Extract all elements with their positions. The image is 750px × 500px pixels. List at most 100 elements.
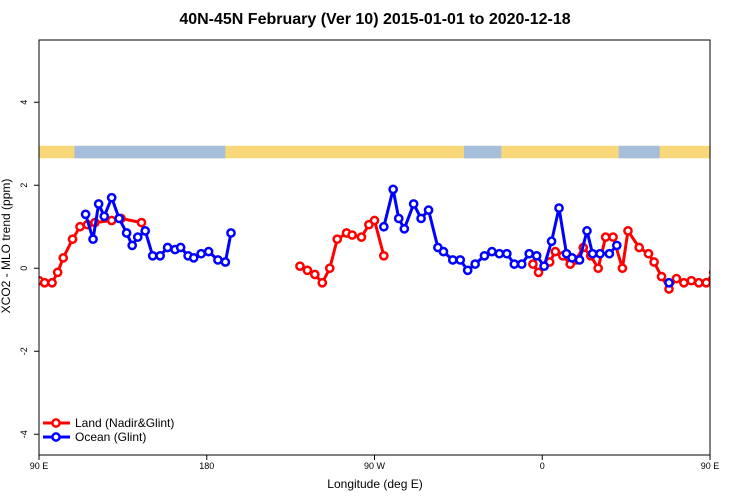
- y-axis: -4 -2 0 2 4: [19, 100, 39, 438]
- legend-marker-ocean: [51, 432, 61, 442]
- land-data-point: [533, 267, 544, 278]
- ocean-data-point: [88, 234, 98, 245]
- ocean-data-point: [99, 211, 110, 222]
- land-data-point: [75, 221, 85, 232]
- ocean-data-point: [93, 199, 104, 209]
- land-data-point: [39, 277, 50, 288]
- land-data-point: [608, 232, 618, 242]
- ocean-data-point: [220, 257, 231, 267]
- ocean-data-point: [114, 213, 124, 224]
- land-data-point: [550, 246, 561, 257]
- y-tick-label: 0: [19, 266, 29, 271]
- land-data-point: [708, 269, 710, 276]
- land-data-point: [332, 234, 343, 245]
- ocean-data-point: [611, 240, 622, 251]
- ocean-data-point: [203, 246, 214, 257]
- ocean-data-point: [567, 253, 577, 263]
- land-data-point: [732, 223, 739, 230]
- ocean-band-segment: [618, 145, 660, 159]
- ocean-data-point: [470, 259, 480, 269]
- y-tick-label: 4: [19, 100, 29, 105]
- x-tick-label: 90 W: [364, 461, 386, 471]
- land-data-point: [310, 269, 320, 280]
- ocean-data-point: [423, 205, 434, 215]
- y-tick-label: -4: [19, 430, 29, 438]
- ocean-band-segment: [74, 145, 226, 159]
- ocean-data-point: [226, 228, 236, 238]
- ocean-data-point: [524, 248, 535, 259]
- land-data-point: [52, 267, 63, 278]
- ocean-data-point: [393, 213, 404, 224]
- ocean-data-point: [132, 232, 143, 242]
- ocean-data-point: [127, 240, 138, 251]
- ocean-data-point: [587, 248, 598, 259]
- ocean-data-point: [80, 209, 91, 220]
- ocean-data-point: [106, 192, 117, 203]
- ocean-data-point: [399, 223, 410, 234]
- land-data-point: [623, 226, 633, 236]
- ocean-data-point: [140, 226, 151, 236]
- land-data-point: [295, 261, 305, 272]
- legend-label-ocean: Ocean (Glint): [75, 430, 146, 444]
- x-tick-label: 0: [540, 461, 545, 471]
- ocean-data-point: [162, 242, 173, 253]
- plot-frame: [38, 39, 711, 456]
- ocean-data-point: [188, 253, 199, 263]
- land-data-point: [679, 277, 689, 288]
- y-axis-label: XCO2 - MLO trend (ppm): [0, 179, 13, 314]
- x-tick-label: 90 E: [701, 461, 720, 471]
- land-data-point: [643, 248, 654, 259]
- land-data-point: [600, 232, 611, 242]
- land-data-point: [67, 234, 78, 245]
- ocean-data-point: [574, 255, 585, 265]
- land-data-point: [725, 236, 732, 243]
- land-data-point: [617, 263, 628, 274]
- land-data-point: [136, 217, 147, 228]
- land-data-point: [302, 265, 313, 276]
- ocean-data-point: [155, 250, 166, 261]
- ocean-data-point: [175, 242, 186, 253]
- land-data-point: [347, 230, 357, 240]
- x-axis: 90 E 180 90 W 0 90 E: [30, 455, 720, 471]
- land-data-point: [106, 215, 117, 226]
- ocean-data-point: [479, 250, 490, 261]
- y-tick-label: -2: [19, 347, 29, 355]
- land-data-point: [740, 221, 747, 228]
- ocean-data-point: [595, 248, 605, 259]
- ocean-data-point: [487, 246, 497, 257]
- ocean-data-point: [408, 199, 419, 209]
- land-data-point: [58, 253, 69, 263]
- ocean-data-point: [539, 261, 549, 272]
- ocean-data-point: [121, 228, 132, 238]
- legend-label-land: Land (Nadir&Glint): [75, 416, 174, 430]
- land-data-point: [317, 277, 328, 288]
- land-data-point: [47, 277, 57, 288]
- land-data-point: [701, 277, 710, 288]
- x-tick-label: 180: [199, 461, 214, 471]
- land-data-point: [593, 263, 604, 274]
- ocean-data-point: [447, 255, 458, 265]
- ocean-data-point: [147, 250, 158, 261]
- land-data-point: [378, 250, 389, 261]
- ocean-data-point: [388, 184, 398, 195]
- land-data-point: [718, 254, 725, 261]
- ocean-data-point: [455, 255, 466, 265]
- ocean-data-point: [546, 236, 557, 247]
- y-tick-label: 2: [19, 183, 29, 188]
- land-data-point: [324, 263, 335, 274]
- land-data-point: [656, 271, 667, 282]
- land-ocean-band: [39, 145, 710, 159]
- land-data-point: [369, 215, 380, 226]
- ocean-data-point: [582, 226, 592, 236]
- x-tick-label: 90 E: [30, 461, 49, 471]
- ocean-data-point: [378, 221, 389, 232]
- ocean-data-point: [664, 277, 674, 288]
- ocean-data-point: [516, 259, 527, 269]
- land-data-point: [686, 275, 697, 286]
- plot-series: [39, 184, 747, 294]
- ocean-data-point: [416, 213, 426, 224]
- ocean-data-point: [604, 248, 615, 259]
- legend: Land (Nadir&Glint)Ocean (Glint): [43, 416, 174, 444]
- ocean-data-point: [462, 265, 473, 276]
